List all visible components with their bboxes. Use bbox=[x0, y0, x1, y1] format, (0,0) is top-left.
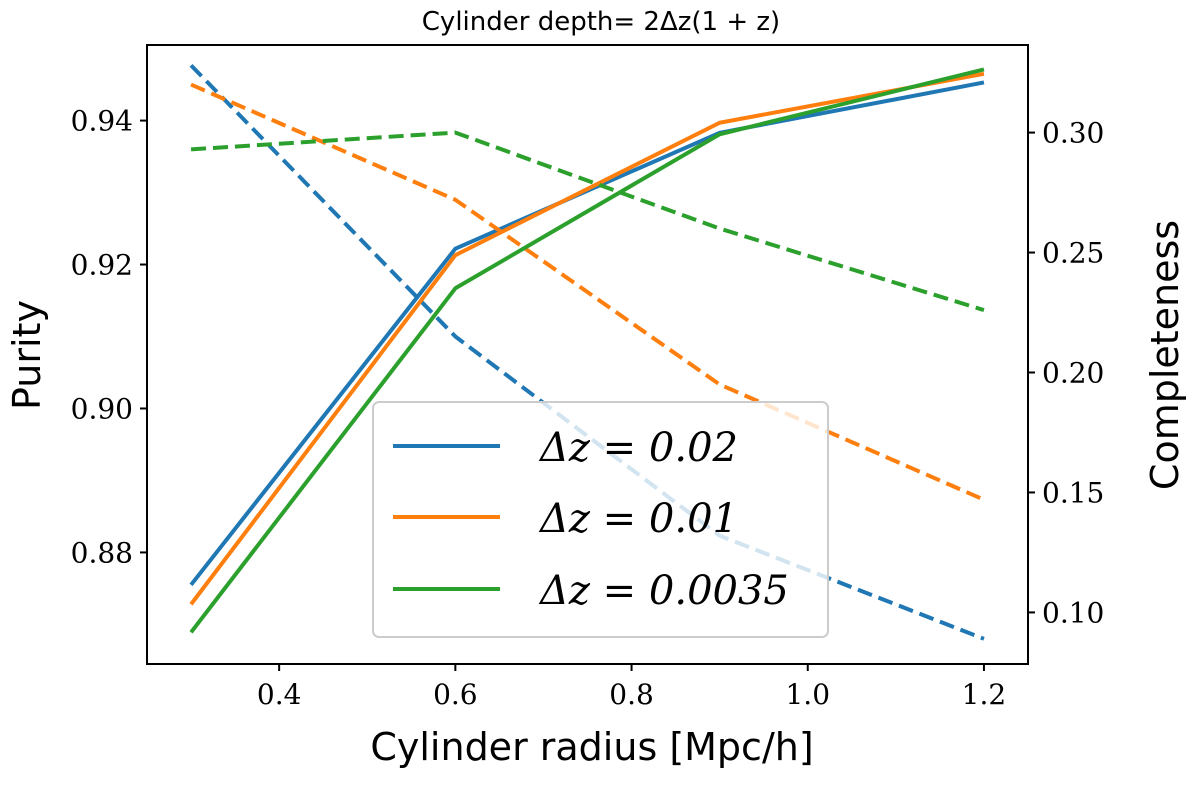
chart-title: Cylinder depth= 2Δz(1 + z) bbox=[422, 7, 780, 37]
plot-frame bbox=[146, 44, 1029, 665]
legend-label: Δz = 0.02 bbox=[538, 425, 738, 471]
x-tick-label: 0.4 bbox=[257, 678, 302, 711]
y-tick-label-right: 0.15 bbox=[1042, 476, 1104, 509]
completeness-line-3 bbox=[190, 130, 985, 313]
y-tick-label-right: 0.10 bbox=[1042, 596, 1104, 629]
y-axis-label-right: Completeness bbox=[1143, 220, 1187, 490]
legend: Δz = 0.02 Δz = 0.01 Δz = 0.0035 bbox=[372, 401, 829, 638]
legend-label: Δz = 0.01 bbox=[538, 496, 738, 542]
x-tick-label: 0.6 bbox=[433, 678, 478, 711]
x-tick-label: 1.0 bbox=[785, 678, 830, 711]
series-layer bbox=[189, 63, 985, 641]
y-axis-label-left: Purity bbox=[5, 300, 49, 410]
purity-line-3 bbox=[189, 67, 985, 634]
x-tick-label: 0.8 bbox=[609, 678, 654, 711]
y-tick-label-left: 0.94 bbox=[71, 105, 133, 138]
completeness-line-1 bbox=[189, 63, 985, 641]
axis-layer: 0.4 0.6 0.8 1.0 1.2 0.88 0.90 0.92 0.94 0.10 0.15 0… bbox=[71, 105, 1105, 711]
legend-entries: Δz = 0.02 Δz = 0.01 Δz = 0.0035 bbox=[393, 425, 789, 614]
y-tick-label-right: 0.20 bbox=[1042, 356, 1104, 389]
purity-line-2 bbox=[189, 71, 985, 606]
y-tick-label-left: 0.92 bbox=[71, 249, 133, 282]
x-axis-label: Cylinder radius [Mpc/h] bbox=[370, 725, 813, 769]
y-tick-label-left: 0.90 bbox=[71, 392, 133, 425]
legend-label: Δz = 0.0035 bbox=[538, 568, 789, 614]
x-tick-label: 1.2 bbox=[962, 678, 1007, 711]
legend-box bbox=[372, 401, 829, 638]
y-tick-label-right: 0.30 bbox=[1042, 117, 1104, 150]
y-tick-label-left: 0.88 bbox=[71, 536, 133, 569]
y-tick-label-right: 0.25 bbox=[1042, 237, 1104, 270]
